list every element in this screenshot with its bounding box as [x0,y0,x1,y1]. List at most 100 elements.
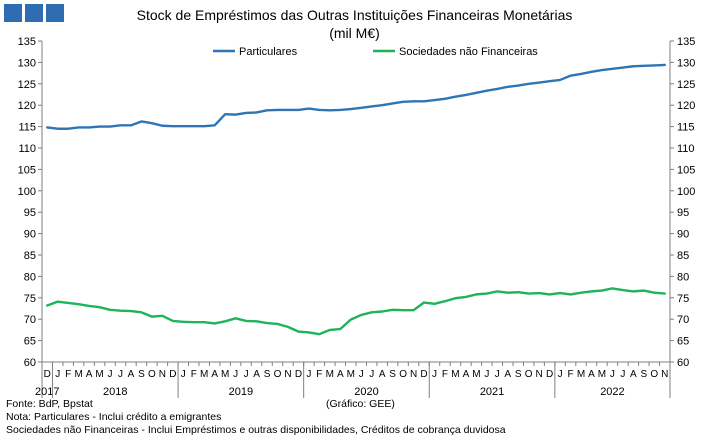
chart-title-line2: (mil M€) [329,25,380,41]
graphic-credit: (Gráfico: GEE) [326,398,395,410]
y-tick-label-right: 75 [677,293,689,305]
year-label: 2017 [35,386,59,398]
month-label: S [515,369,522,380]
month-label: A [504,369,511,380]
y-tick-label-right: 125 [677,79,695,91]
month-label: O [148,369,156,380]
month-label: A [588,369,595,380]
month-label: N [284,369,291,380]
month-label: D [169,369,176,380]
month-label: D [546,369,553,380]
month-label: F [191,369,197,380]
month-label: A [128,369,135,380]
month-label: S [264,369,271,380]
month-label: A [463,369,470,380]
month-label: A [379,369,386,380]
y-tick-label-right: 100 [677,186,695,198]
month-label: J [558,369,563,380]
year-label: 2021 [480,386,504,398]
y-tick-label-left: 120 [18,100,36,112]
series-lines [46,63,666,336]
gee-logo [4,4,64,22]
month-label: J [108,369,113,380]
month-label: M [598,369,606,380]
y-tick-label-right: 80 [677,271,689,283]
month-label: M [221,369,229,380]
footnotes: Fonte: BdP, Bpstat Nota: Particulares - … [6,398,506,437]
source-note: Fonte: BdP, Bpstat [6,398,93,410]
month-label: M [472,369,480,380]
note-sociedades: Sociedades não Financeiras - Inclui Empr… [6,424,506,436]
year-label: 2018 [103,386,127,398]
y-tick-label-left: 85 [24,250,36,262]
month-label: J [432,369,437,380]
y-tick-label-left: 70 [24,314,36,326]
month-label: O [525,369,533,380]
y-tick-label-right: 65 [677,336,689,348]
month-label: M [577,369,585,380]
y-tick-label-right: 115 [677,122,695,134]
month-label: F [442,369,448,380]
series-line [46,287,666,336]
month-label: J [495,369,500,380]
y-tick-label-left: 105 [18,164,36,176]
y-tick-label-left: 90 [24,229,36,241]
year-label: 2020 [354,386,378,398]
y-tick-label-left: 80 [24,271,36,283]
month-label: F [316,369,322,380]
y-tick-label-right: 95 [677,207,689,219]
chart-title: Stock de Empréstimos das Outras Institui… [0,6,709,42]
y-tick-label-left: 115 [18,122,36,134]
y-tick-label-left: 135 [18,36,36,48]
year-label: 2019 [229,386,253,398]
legend-label: Sociedades não Financeiras [399,46,538,58]
month-label: J [233,369,238,380]
month-label: M [200,369,208,380]
month-label: A [211,369,218,380]
month-label: J [359,369,364,380]
month-label: N [159,369,166,380]
month-label: D [295,369,302,380]
y-tick-label-left: 130 [18,57,36,69]
month-label: N [410,369,417,380]
y-tick-label-right: 135 [677,36,695,48]
month-label: M [95,369,103,380]
legend-label: Particulares [239,46,298,58]
y-tick-label-right: 60 [677,357,689,369]
month-label: J [244,369,249,380]
y-tick-label-left: 125 [18,79,36,91]
y-tick-label-right: 70 [677,314,689,326]
y-tick-label-left: 60 [24,357,36,369]
month-label: M [74,369,82,380]
month-label: F [568,369,574,380]
month-label: S [389,369,396,380]
month-label: J [620,369,625,380]
y-tick-label-right: 120 [677,100,695,112]
month-label: J [610,369,615,380]
month-label: S [640,369,647,380]
y-tick-label-right: 130 [677,57,695,69]
month-label: J [118,369,123,380]
month-label: A [253,369,260,380]
month-label: O [274,369,282,380]
month-label: J [484,369,489,380]
month-label: J [181,369,186,380]
month-label: O [650,369,658,380]
month-label: M [347,369,355,380]
month-label: J [369,369,374,380]
y-tick-label-right: 90 [677,229,689,241]
month-label: F [65,369,71,380]
month-label: N [536,369,543,380]
y-tick-label-left: 110 [18,143,36,155]
month-label: A [630,369,637,380]
month-label: S [138,369,145,380]
month-label: O [399,369,407,380]
series-line [46,63,666,130]
month-label: M [326,369,334,380]
note-particulares: Nota: Particulares - Inclui crédito a em… [6,411,222,423]
y-tick-label-right: 110 [677,143,695,155]
y-tick-label-left: 75 [24,293,36,305]
month-label: A [86,369,93,380]
year-label: 2022 [600,386,624,398]
